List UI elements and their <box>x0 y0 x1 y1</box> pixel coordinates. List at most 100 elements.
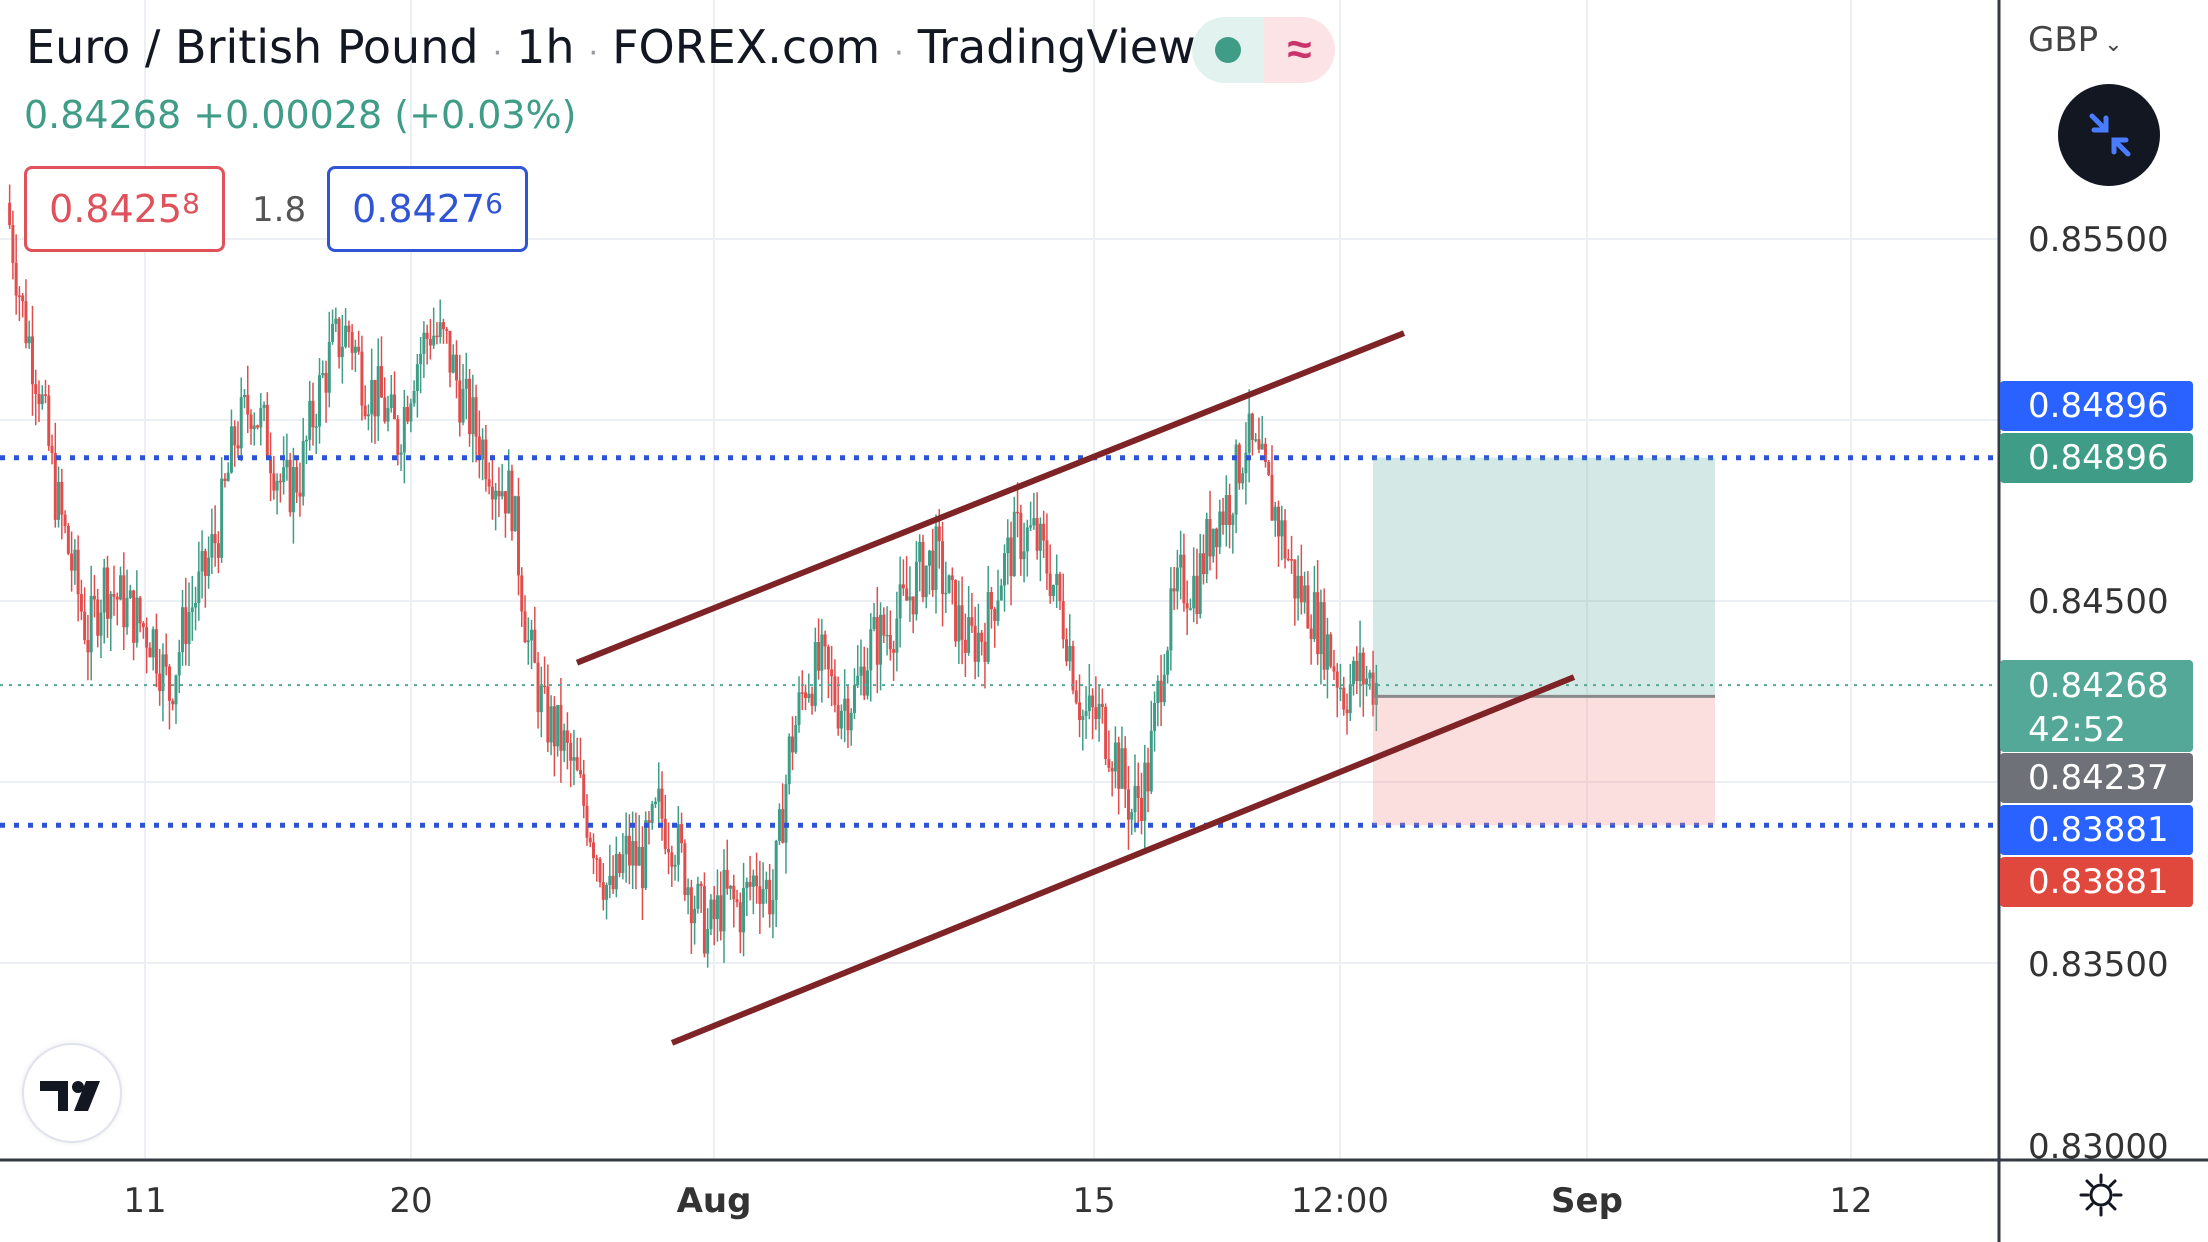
candle-body <box>203 551 207 577</box>
candle-body <box>167 666 171 701</box>
candle-body <box>1358 652 1362 682</box>
candle-body <box>47 395 51 446</box>
candle-body <box>1286 558 1290 561</box>
shrink-chart-button[interactable] <box>2058 84 2160 186</box>
candle-body <box>363 405 367 417</box>
candle-body <box>102 567 106 613</box>
candle-body <box>530 629 534 641</box>
stop-price-label[interactable]: 0.83881 <box>2000 857 2193 907</box>
candle-body <box>197 571 201 603</box>
candle-body <box>1097 703 1101 720</box>
candle-body <box>1316 592 1320 655</box>
candle-body <box>484 439 488 480</box>
market-status-toggle[interactable]: ≈ <box>1192 17 1335 83</box>
tradingview-logo[interactable] <box>22 1043 122 1143</box>
candle-body <box>500 491 504 497</box>
candle-body <box>774 840 778 900</box>
candle-body <box>1312 592 1316 639</box>
candle-body <box>1234 444 1238 515</box>
candle-body <box>761 889 765 904</box>
buy-button[interactable]: 0.8427 6 <box>327 166 528 252</box>
candle-body <box>976 632 980 662</box>
long-position-profit-zone[interactable] <box>1373 457 1715 697</box>
candle-body <box>1084 711 1088 717</box>
candle-body <box>370 379 374 415</box>
candle-body <box>272 473 276 491</box>
long-position-loss-zone[interactable] <box>1373 696 1715 826</box>
candle-body <box>963 639 967 653</box>
target-price-label[interactable]: 0.84896 <box>2000 433 2193 483</box>
currency-label: GBP <box>2028 20 2099 60</box>
candle-body <box>1374 682 1378 705</box>
candle-body <box>693 908 697 924</box>
candle-body <box>295 467 299 493</box>
candle-body <box>265 404 269 457</box>
alert-price-label[interactable]: 0.84896 <box>2000 381 2193 431</box>
candle-body <box>233 426 237 446</box>
candle-body <box>79 594 83 612</box>
channel-upper-trendline[interactable] <box>575 330 1406 666</box>
time-tick: 11 <box>123 1181 167 1221</box>
candle-body <box>683 843 687 896</box>
candle-body <box>738 902 742 933</box>
candle-body <box>1038 523 1042 551</box>
candle-body <box>477 436 481 460</box>
price-tick: 0.84500 <box>2028 582 2169 622</box>
candle-body <box>1195 575 1199 615</box>
candle-body <box>823 634 827 647</box>
candle-body <box>220 478 224 558</box>
candle-body <box>1169 588 1173 651</box>
candle-body <box>764 879 768 890</box>
candle-body <box>353 346 357 353</box>
last-price-label[interactable]: 0.84268 42:52 <box>2000 660 2193 752</box>
alert-price-label[interactable]: 0.83881 <box>2000 805 2193 855</box>
candle-body <box>321 373 325 376</box>
candle-body <box>510 470 514 532</box>
candle-body <box>360 351 364 406</box>
candle-body <box>572 757 576 761</box>
candle-body <box>885 634 889 637</box>
candle-body <box>223 478 227 481</box>
candle-body <box>673 864 677 867</box>
candle-body <box>1172 588 1176 592</box>
symbol-title[interactable]: Euro / British Pound · 1h · FOREX.com · Tradin… <box>26 20 1196 74</box>
candle-body <box>826 646 830 670</box>
candle-body <box>634 841 638 866</box>
currency-selector[interactable]: GBP ⌄ <box>2028 20 2123 60</box>
candle-body <box>1270 474 1274 521</box>
candle-body <box>1094 707 1098 720</box>
candle-body <box>888 634 892 650</box>
candle-body <box>631 841 635 866</box>
candle-body <box>546 686 550 743</box>
candle-body <box>1352 660 1356 685</box>
candle-body <box>869 629 873 671</box>
candle-body <box>914 561 918 615</box>
candle-body <box>1009 537 1013 577</box>
channel-lower-trendline[interactable] <box>670 674 1576 1046</box>
candle-body <box>161 654 165 692</box>
candle-body <box>892 649 896 653</box>
candle-body <box>490 486 494 500</box>
sell-button[interactable]: 0.8425 8 <box>24 166 225 252</box>
candle-body <box>1332 666 1336 672</box>
entry-price-label[interactable]: 0.84237 <box>2000 753 2193 803</box>
candle-body <box>1107 759 1111 768</box>
last-price-value: 0.84268 <box>2028 666 2169 706</box>
candle-body <box>960 605 964 640</box>
candle-body <box>1087 695 1091 712</box>
symbol-name: Euro / British Pound <box>26 20 479 74</box>
candle-body <box>618 853 622 874</box>
candle-body <box>957 605 961 642</box>
candle-body <box>304 439 308 442</box>
candle-body <box>1071 645 1075 691</box>
candle-body <box>1335 671 1339 688</box>
candle-body <box>1100 703 1104 707</box>
candle-body <box>148 647 152 658</box>
candle-body <box>249 414 253 429</box>
candle-body <box>44 394 48 396</box>
candle-body <box>1309 628 1313 639</box>
candle-body <box>252 425 256 429</box>
candle-body <box>1016 511 1020 514</box>
candle-body <box>1306 585 1310 629</box>
settings-gear-icon[interactable] <box>2078 1172 2124 1218</box>
